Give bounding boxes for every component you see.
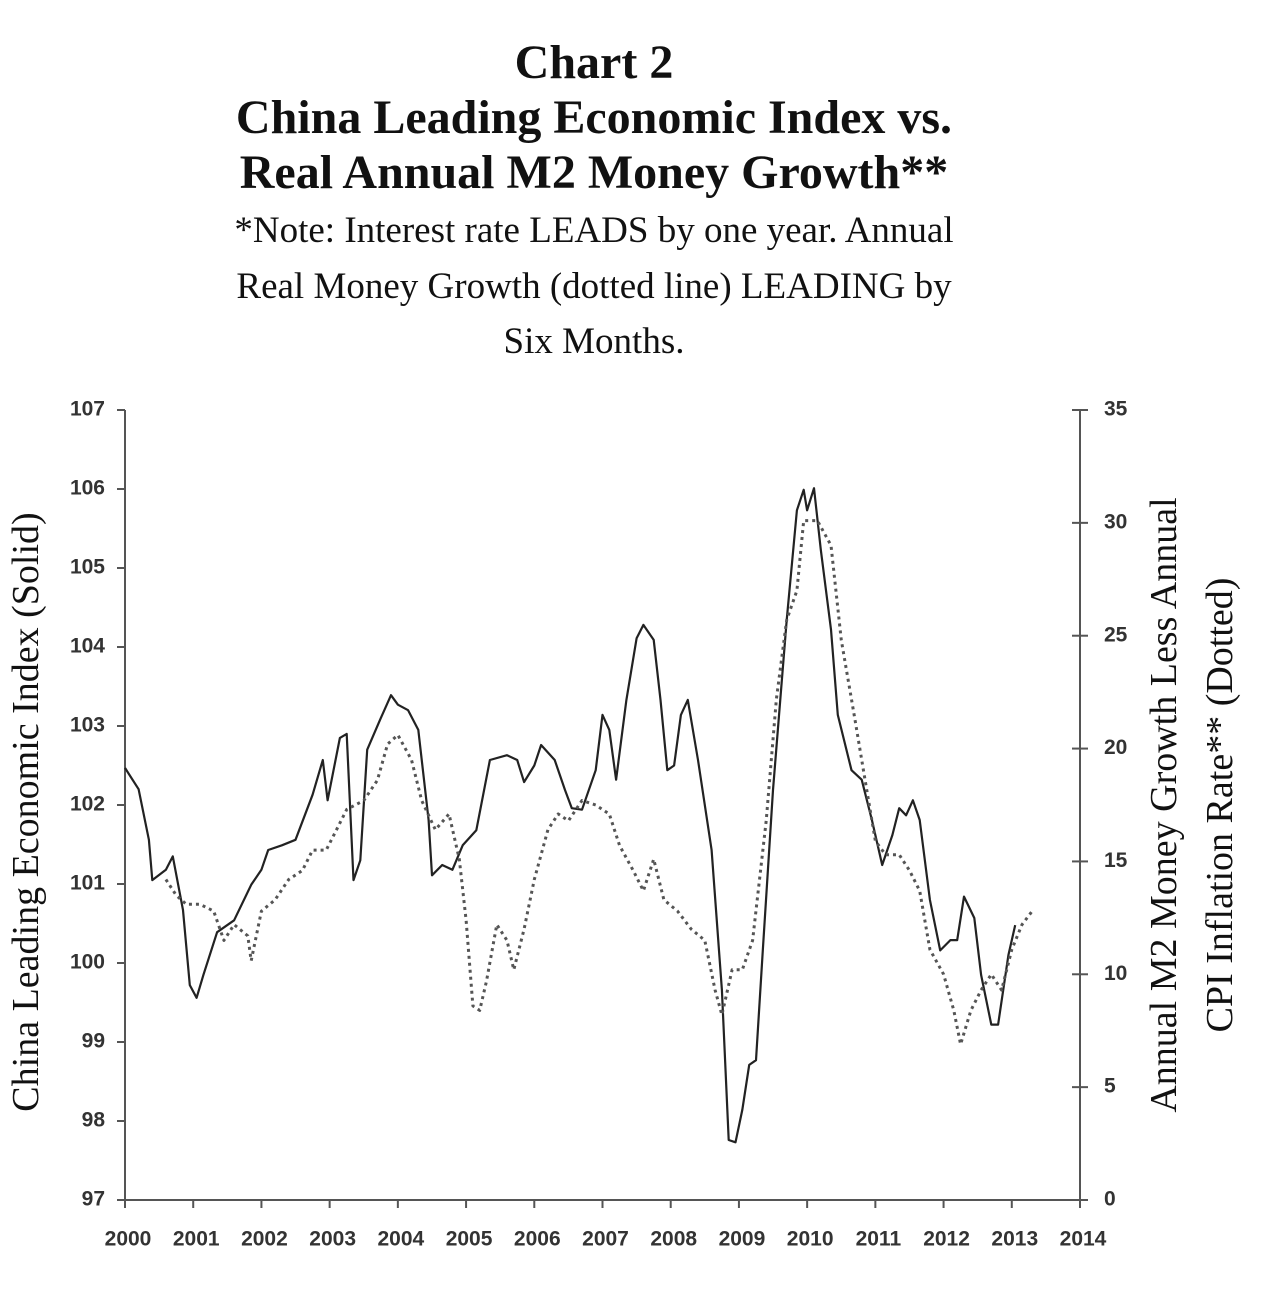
- y2-tick-label: 20: [1104, 736, 1127, 759]
- y-tick-label: 99: [82, 1030, 105, 1053]
- x-tick-label: 2006: [514, 1228, 561, 1251]
- chart-title: Real Annual M2 Money Growth**: [240, 146, 948, 199]
- y-tick-label: 104: [70, 635, 105, 658]
- y2-axis-label: Annual M2 Money Growth Less Annual: [1143, 497, 1185, 1112]
- x-tick-label: 2014: [1060, 1228, 1107, 1251]
- y2-tick-label: 10: [1104, 962, 1127, 985]
- x-tick-label: 2001: [173, 1228, 220, 1251]
- y-tick-label: 98: [82, 1109, 106, 1132]
- x-tick-label: 2000: [105, 1228, 152, 1251]
- y-tick-label: 106: [70, 477, 105, 500]
- chart-subtitle: Six Months.: [504, 321, 685, 362]
- x-tick-label: 2011: [856, 1228, 902, 1251]
- y2-tick-label: 15: [1104, 849, 1128, 872]
- data-line: [164, 519, 1034, 1046]
- y-tick-label: 100: [70, 951, 105, 974]
- y-tick-label: 107: [70, 398, 105, 421]
- y2-tick-label: 30: [1104, 510, 1127, 533]
- x-tick-label: 2007: [582, 1228, 629, 1251]
- x-tick-label: 2002: [241, 1228, 288, 1251]
- y2-axis-label: CPI Inflation Rate** (Dotted): [1199, 578, 1241, 1033]
- y-tick-label: 97: [82, 1188, 105, 1211]
- x-tick-label: 2005: [446, 1228, 493, 1251]
- y2-tick-label: 35: [1104, 398, 1128, 421]
- x-tick-label: 2012: [923, 1228, 970, 1251]
- chart-subtitle: *Note: Interest rate LEADS by one year. …: [234, 210, 953, 251]
- data-line: [124, 487, 1017, 1144]
- y-tick-label: 101: [70, 872, 105, 895]
- y2-tick-label: 5: [1104, 1075, 1116, 1098]
- x-tick-label: 2004: [377, 1228, 424, 1251]
- y-tick-label: 105: [70, 556, 105, 579]
- chart-title: China Leading Economic Index vs.: [236, 91, 952, 144]
- x-tick-label: 2013: [991, 1228, 1038, 1251]
- y-tick-label: 102: [70, 793, 105, 816]
- x-tick-label: 2008: [650, 1228, 697, 1251]
- y-tick-label: 103: [70, 714, 105, 737]
- chart-subtitle: Real Money Growth (dotted line) LEADING …: [236, 266, 952, 307]
- y2-tick-label: 25: [1104, 623, 1128, 646]
- x-tick-label: 2010: [787, 1228, 834, 1251]
- x-tick-label: 2003: [309, 1228, 356, 1251]
- chart-title: Chart 2: [515, 36, 674, 89]
- x-tick-label: 2009: [719, 1228, 766, 1251]
- y-axis-label: China Leading Economic Index (Solid): [5, 512, 47, 1111]
- y2-tick-label: 0: [1104, 1188, 1116, 1211]
